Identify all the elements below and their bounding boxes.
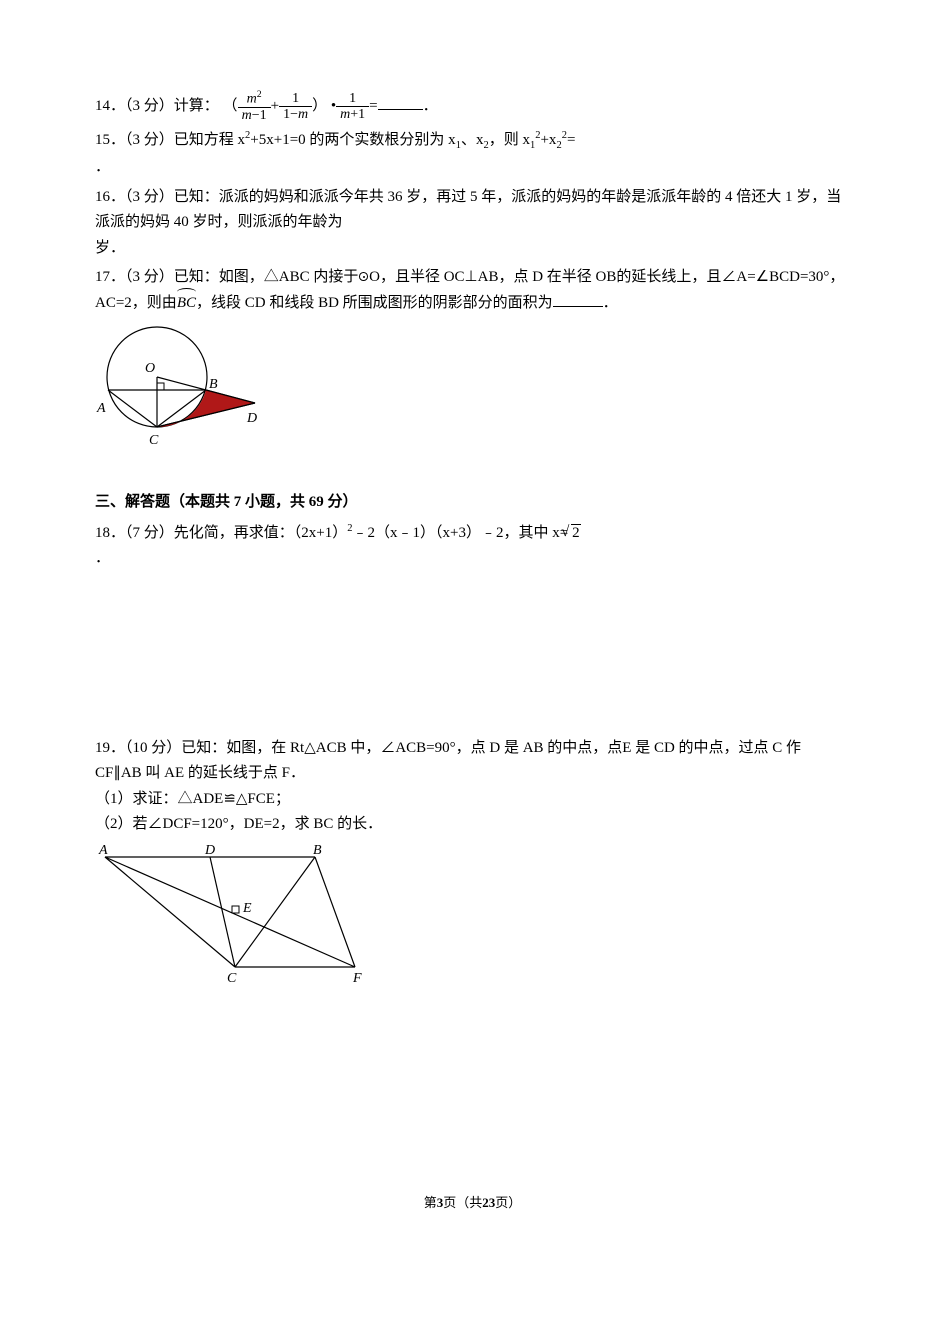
q19-part2: （2）若∠DCF=120°，DE=2，求 BC 的长． xyxy=(95,816,382,832)
q14-rparen: ） xyxy=(312,98,327,114)
arc-bc-text: BC xyxy=(177,295,196,311)
fig19-label-B: B xyxy=(313,843,322,858)
q16-text: 已知：派派的妈妈和派派今年共 36 岁，再过 5 年，派派的妈妈的年龄是派派年龄… xyxy=(95,189,841,231)
fig19-label-D: D xyxy=(204,843,215,858)
arc-bc: BC xyxy=(177,291,196,317)
fig17-label-O: O xyxy=(145,361,155,376)
q19-part1: （1）求证：△ADE≌△FCE； xyxy=(95,791,290,807)
fig19-label-F: F xyxy=(352,971,362,986)
fig17-label-A: A xyxy=(96,401,106,416)
figure-19: A D B E C F xyxy=(95,842,375,992)
q14-lparen: （ xyxy=(223,98,238,114)
circle-o-icon xyxy=(359,272,368,281)
q14-frac2-num: 1 xyxy=(279,91,312,107)
q15-f: = xyxy=(567,132,575,148)
question-16: 16．（3 分）已知：派派的妈妈和派派今年共 36 岁，再过 5 年，派派的妈妈… xyxy=(95,185,850,262)
q14-frac1-den-b: 1 xyxy=(260,108,267,123)
q17-points: （3 分） xyxy=(125,269,174,285)
q19-number: 19． xyxy=(95,740,125,756)
question-17: 17．（3 分）已知：如图，△ABC 内接于O，且半径 OC⊥AB，点 D 在半… xyxy=(95,265,850,316)
q14-frac3-den-b: 1 xyxy=(358,107,365,122)
q18-a: 先化简，再求值：（2x+1） xyxy=(174,525,347,541)
q14-frac2-den-op: − xyxy=(290,107,298,122)
q18-number: 18． xyxy=(95,525,125,541)
page-footer: 第3页（共23页） xyxy=(95,1192,850,1214)
q15-e: +x xyxy=(540,132,556,148)
q14-points: （3 分） xyxy=(125,98,174,114)
q17-a: 已知：如图，△ABC 内接于 xyxy=(174,269,359,285)
q14-frac2-den-b: m xyxy=(298,107,308,122)
q14-frac2: 1 1−m xyxy=(279,91,312,123)
pagefoot-c: 页（共 xyxy=(443,1195,482,1210)
q16-points: （3 分） xyxy=(125,189,174,205)
q17-c: ，线段 CD 和线段 BD 所围成图形的阴影部分的面积为 xyxy=(196,295,553,311)
q14-frac1-den-op: − xyxy=(252,108,260,123)
q15-points: （3 分） xyxy=(125,132,174,148)
q15-sub4: 2 xyxy=(556,140,561,151)
q15-sub3: 1 xyxy=(530,140,535,151)
q14-frac1-num-sup: 2 xyxy=(257,89,262,100)
question-19: 19．（10 分）已知：如图，在 Rt△ACB 中，∠ACB=90°，点 D 是… xyxy=(95,736,850,838)
pagefoot-d: 23 xyxy=(482,1195,495,1210)
fig17-label-C: C xyxy=(149,433,159,448)
q16-number: 16． xyxy=(95,189,125,205)
q17-blank xyxy=(553,291,603,307)
fig19-label-C: C xyxy=(227,971,237,986)
question-14: 14．（3 分）计算： （ m2 m−1 + 1 1−m ） • 1 m+1 =… xyxy=(95,90,850,123)
workspace-18 xyxy=(95,576,850,736)
q14-blank xyxy=(378,94,423,110)
q14-label: 计算： xyxy=(174,98,219,114)
q19-a: 已知：如图，在 Rt△ACB 中，∠ACB=90°，点 D 是 AB 的中点，点… xyxy=(95,740,801,782)
fig17-label-D: D xyxy=(246,411,257,426)
q18-points: （7 分） xyxy=(125,525,174,541)
fig17-label-B: B xyxy=(209,377,218,392)
q18-sqrt: 2 xyxy=(568,521,581,547)
q15-a: 已知方程 x xyxy=(174,132,245,148)
q14-frac3: 1 m+1 xyxy=(336,91,369,123)
q18-sqrt-val: 2 xyxy=(571,524,581,541)
q14-frac3-den-op: + xyxy=(350,107,358,122)
q18-b: ﹣2（x﹣1）（x+3）﹣2，其中 x= xyxy=(353,525,569,541)
q14-eq: = xyxy=(369,98,377,114)
q15-period: ． xyxy=(95,159,110,175)
q15-b: +5x+1=0 的两个实数根分别为 x xyxy=(250,132,455,148)
q17-period: ． xyxy=(603,295,618,311)
q14-frac3-num: 1 xyxy=(336,91,369,107)
question-18: 18．（7 分）先化简，再求值：（2x+1） 2﹣2（x﹣1）（x+3）﹣2，其中… xyxy=(95,520,850,572)
q14-frac2-den-a: 1 xyxy=(283,107,290,122)
q15-d: ，则 x xyxy=(489,132,530,148)
q18-period: ． xyxy=(95,550,110,566)
q19-points: （10 分） xyxy=(125,740,181,756)
figure-17: O A B C D xyxy=(95,322,270,462)
q14-frac1: m2 m−1 xyxy=(238,90,271,123)
pagefoot-e: 页） xyxy=(495,1195,521,1210)
q14-period: ． xyxy=(423,98,438,114)
q14-frac1-num-base: m xyxy=(247,92,257,107)
q15-c: 、x xyxy=(461,132,484,148)
q17-number: 17． xyxy=(95,269,125,285)
pagefoot-a: 第 xyxy=(424,1195,437,1210)
fig19-label-A: A xyxy=(98,843,108,858)
q14-frac1-den-a: m xyxy=(242,108,252,123)
q14-number: 14． xyxy=(95,98,125,114)
question-15: 15．（3 分）已知方程 x2+5x+1=0 的两个实数根分别为 x1、x2，则… xyxy=(95,127,850,180)
fig19-label-E: E xyxy=(242,901,252,916)
q14-frac3-den-a: m xyxy=(340,107,350,122)
q16-unit: 岁． xyxy=(95,240,125,256)
q15-number: 15． xyxy=(95,132,125,148)
section-3-title: 三、解答题（本题共 7 小题，共 69 分） xyxy=(95,490,850,516)
q14-plus: + xyxy=(271,98,279,114)
